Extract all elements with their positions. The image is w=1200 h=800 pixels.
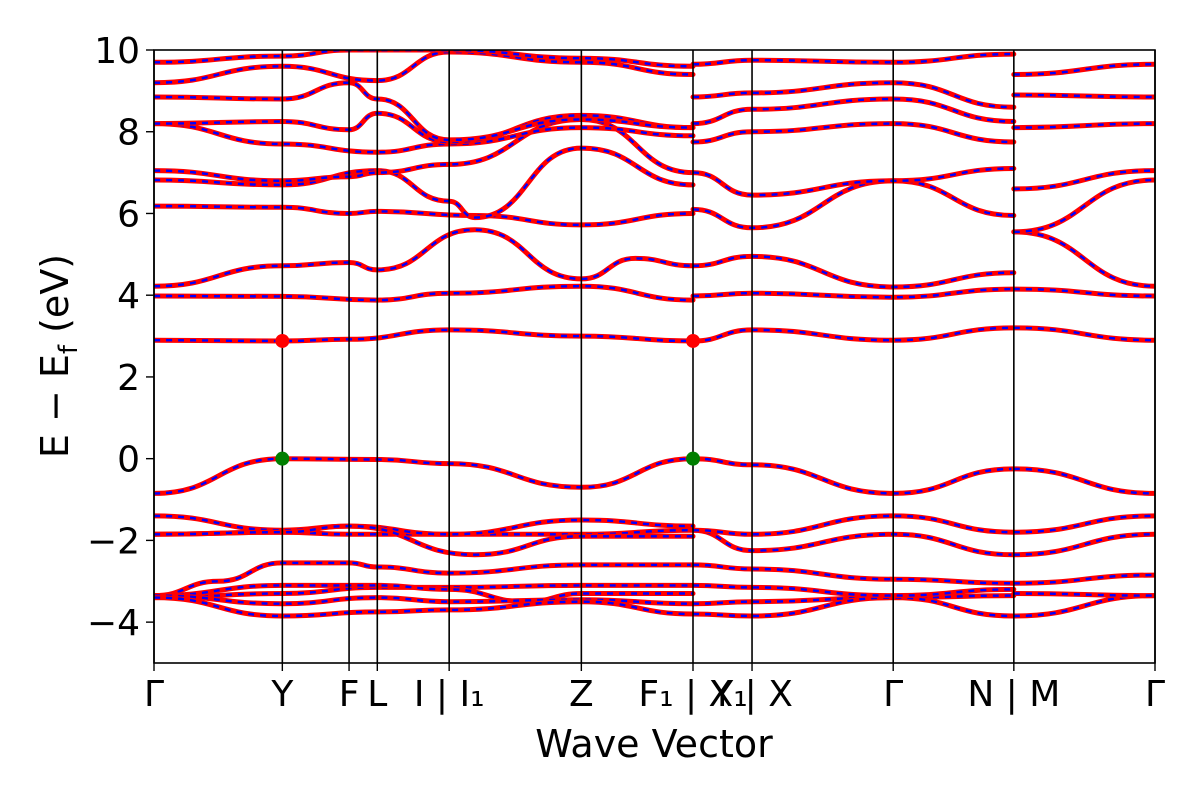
band-line-dashed-17	[154, 81, 694, 142]
band-line-dashed-38	[1013, 573, 1155, 585]
x-tick-label-8: Γ	[883, 674, 903, 715]
band-line-dashed-32	[692, 122, 1014, 144]
band-line-dashed-25	[692, 514, 1014, 536]
band-line-dashed-29	[692, 255, 1014, 289]
band-line-dashed-11	[154, 228, 694, 288]
band-line-dashed-48	[1013, 93, 1155, 99]
band-line-dashed-30	[692, 179, 1014, 230]
y-tick-label-5: 6	[117, 194, 140, 235]
band-line-dashed-19	[154, 50, 694, 68]
band-line-dashed-24	[692, 529, 1014, 556]
band-line-dashed-6	[154, 514, 694, 536]
y-axis-label: E − Ef (eV)	[33, 254, 84, 458]
band-line-dashed-3	[154, 594, 694, 605]
y-axis-label-main: E − E	[33, 354, 77, 458]
vbm-marker-0	[275, 451, 290, 466]
y-tick-label-1: −2	[87, 521, 140, 562]
extremum-markers-layer	[275, 333, 700, 466]
x-tick-label-0: Γ	[144, 674, 164, 715]
band-line-dashed-12	[154, 204, 694, 227]
y-tick-label-0: −4	[87, 603, 140, 644]
x-axis-label: Wave Vector	[535, 722, 773, 766]
band-line-dashed-15	[154, 122, 694, 154]
band-line-dashed-41	[1013, 467, 1155, 495]
band-line-dashed-26	[692, 457, 1014, 495]
cbm-marker-0	[275, 333, 290, 348]
x-tick-label-10: Γ	[1145, 674, 1165, 715]
band-line-dashed-10	[154, 284, 694, 302]
band-line-dashed-34	[692, 81, 1014, 109]
band-line-dashed-1	[154, 584, 693, 599]
plot-frame	[153, 49, 1156, 664]
x-tick-label-2: F	[339, 674, 360, 715]
band-line-dashed-28	[692, 287, 1014, 299]
y-tick-label-3: 2	[117, 358, 140, 399]
band-line-dashed-23	[692, 563, 1014, 585]
y-tick-label-2: 0	[117, 440, 140, 481]
band-line-dashed-16	[154, 112, 694, 144]
band-line-dashed-8	[154, 457, 694, 495]
band-line-dashed-46	[1013, 169, 1155, 191]
y-tick-label-7: 10	[94, 31, 140, 72]
x-tick-label-7: Y | X	[710, 674, 793, 715]
y-axis-label-unit: (eV)	[33, 254, 77, 345]
band-line-dashed-31	[692, 167, 1014, 197]
band-line-dashed-27	[692, 326, 1014, 343]
band-line-dashed-9	[154, 328, 694, 343]
y-tick-label-4: 4	[117, 276, 140, 317]
band-line-dashed-22	[692, 584, 1014, 597]
band-line-dashed-4	[154, 596, 694, 618]
y-tick-label-6: 8	[117, 113, 140, 154]
x-tick-label-9: N | M	[967, 674, 1060, 715]
vbm-marker-1	[686, 451, 700, 466]
band-line-dashed-21	[692, 596, 1014, 618]
band-line-dashed-35	[692, 52, 1014, 66]
y-axis-label-sub: f	[54, 344, 84, 354]
band-line-dashed-42	[1013, 326, 1155, 342]
x-tick-label-1: Y	[270, 674, 294, 715]
band-line-dashed-18	[154, 50, 694, 84]
band-line-dashed-45	[1013, 178, 1155, 234]
band-line-43	[1011, 286, 1155, 299]
band-line-dashed-44	[1013, 230, 1155, 288]
x-tick-label-3: L	[367, 674, 387, 715]
x-tick-label-6: F₁ | X₁	[638, 674, 747, 715]
band-line-dashed-49	[1013, 63, 1155, 76]
band-line-dashed-37	[1013, 592, 1155, 597]
band-line-dashed-33	[692, 97, 1014, 125]
band-line-dashed-39	[1013, 533, 1155, 556]
band-line-dashed-7	[154, 524, 693, 556]
x-tick-label-5: Z	[569, 674, 594, 715]
band-line-dashed-40	[1013, 514, 1155, 534]
band-line-47	[1011, 121, 1155, 131]
cbm-marker-1	[686, 333, 700, 348]
band-line-dashed-20	[692, 594, 1014, 605]
x-tick-label-4: I | I₁	[414, 674, 485, 715]
y-axis-ticks: −4 −2 0 2 4 6 8 10	[87, 31, 154, 644]
